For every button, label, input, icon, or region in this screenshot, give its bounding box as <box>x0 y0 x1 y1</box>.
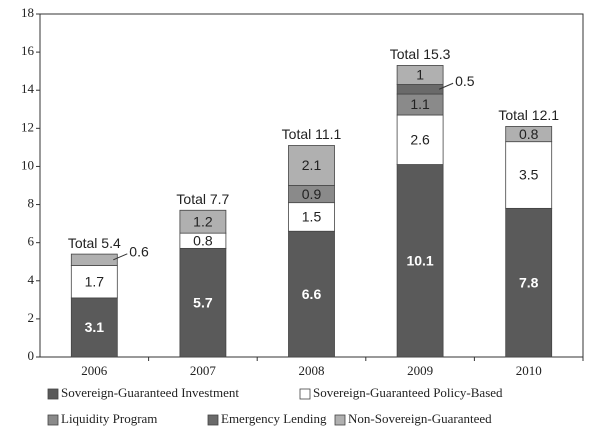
total-label: Total 5.4 <box>68 235 121 251</box>
legend-label: Liquidity Program <box>61 411 157 426</box>
y-tick-label: 0 <box>28 348 35 363</box>
bar-segment <box>396 114 444 165</box>
legend-label: Sovereign-Guaranteed Policy-Based <box>313 385 503 400</box>
value-label: 5.7 <box>193 294 213 310</box>
legend-swatch <box>47 414 59 426</box>
value-label: 3.5 <box>519 167 539 183</box>
legend-swatch <box>334 414 346 426</box>
legend-label: Non-Sovereign-Guaranteed <box>348 411 492 426</box>
bar-segment <box>396 65 444 85</box>
value-label: 1.1 <box>410 96 430 112</box>
leader-line <box>113 253 128 261</box>
value-label: 1.5 <box>302 209 322 225</box>
bar-segment <box>179 247 227 358</box>
y-tick-label: 12 <box>21 119 34 134</box>
leader-line <box>438 82 454 90</box>
y-tick-label: 2 <box>28 310 35 325</box>
bar-segment <box>505 141 553 209</box>
bar-segment <box>288 145 335 186</box>
bar-segment <box>396 84 444 95</box>
total-label: Total 12.1 <box>498 107 559 123</box>
y-tick-label: 18 <box>21 5 34 20</box>
y-tick-label: 14 <box>21 81 35 96</box>
value-label: 1 <box>416 67 424 83</box>
bar-segment <box>70 253 118 266</box>
value-label: 0.9 <box>302 186 322 202</box>
y-tick-label: 4 <box>28 272 35 287</box>
bar-segment <box>505 126 553 143</box>
bar-segment <box>179 209 227 234</box>
x-tick-label: 2010 <box>516 363 542 378</box>
value-label: 0.8 <box>519 126 539 142</box>
value-label: 2.6 <box>410 131 430 147</box>
legend-swatch <box>299 388 311 400</box>
value-label: 6.6 <box>302 286 322 302</box>
x-tick-label: 2008 <box>299 363 325 378</box>
legend-swatch <box>47 388 59 400</box>
value-label: 3.1 <box>85 319 105 335</box>
bar-segment <box>396 164 444 358</box>
total-label: Total 11.1 <box>282 126 342 142</box>
value-label: 0.5 <box>455 73 475 89</box>
total-label: Total 7.7 <box>176 191 229 207</box>
legend-label: Emergency Lending <box>221 411 327 426</box>
value-label: 1.7 <box>85 273 105 289</box>
bar-segment <box>288 230 335 358</box>
y-tick-label: 8 <box>28 196 35 211</box>
y-tick-label: 10 <box>21 157 34 172</box>
bar-segment <box>70 265 118 299</box>
y-tick-label: 16 <box>21 43 35 58</box>
bar-segment <box>70 297 118 358</box>
value-label: 0.8 <box>193 232 213 248</box>
legend-swatch <box>207 414 219 426</box>
bar-segment <box>505 207 553 358</box>
value-label: 1.2 <box>193 213 213 229</box>
value-label: 2.1 <box>302 157 322 173</box>
x-tick-label: 2007 <box>190 363 217 378</box>
bar-segment <box>288 202 335 232</box>
value-label: 0.6 <box>129 244 149 260</box>
y-tick-label: 6 <box>28 234 35 249</box>
legend-label: Sovereign-Guaranteed Investment <box>61 385 239 400</box>
value-label: 7.8 <box>519 274 539 290</box>
x-tick-label: 2009 <box>407 363 433 378</box>
value-label: 10.1 <box>406 252 433 268</box>
total-label: Total 15.3 <box>390 46 451 62</box>
x-tick-label: 2006 <box>81 363 108 378</box>
